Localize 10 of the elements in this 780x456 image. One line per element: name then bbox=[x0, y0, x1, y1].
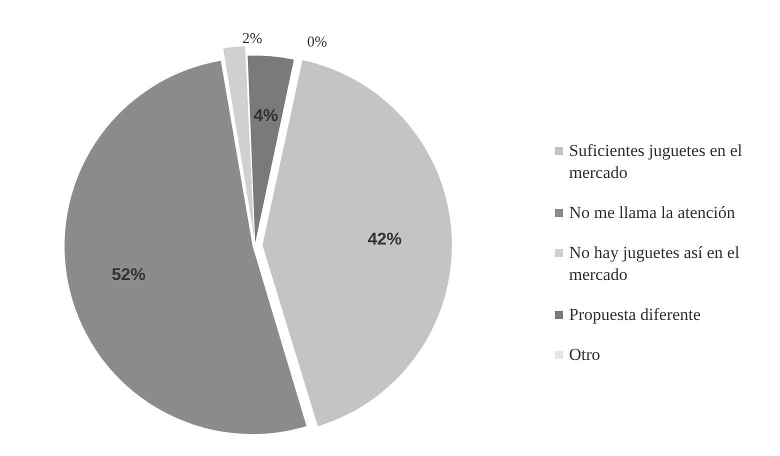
legend-label: Propuesta diferente bbox=[569, 304, 701, 326]
legend-label: No hay juguetes así en el mercado bbox=[569, 242, 740, 286]
data-label: 42% bbox=[368, 230, 402, 249]
legend-label: No me llama la atención bbox=[569, 202, 736, 224]
legend-label: Suficientes juguetes en el mercado bbox=[569, 140, 744, 184]
data-label: 2% bbox=[242, 31, 262, 48]
data-label: 4% bbox=[254, 106, 278, 125]
text: 0% bbox=[307, 34, 328, 50]
data-label: 52% bbox=[112, 264, 146, 284]
legend-label: Otro bbox=[569, 344, 600, 366]
